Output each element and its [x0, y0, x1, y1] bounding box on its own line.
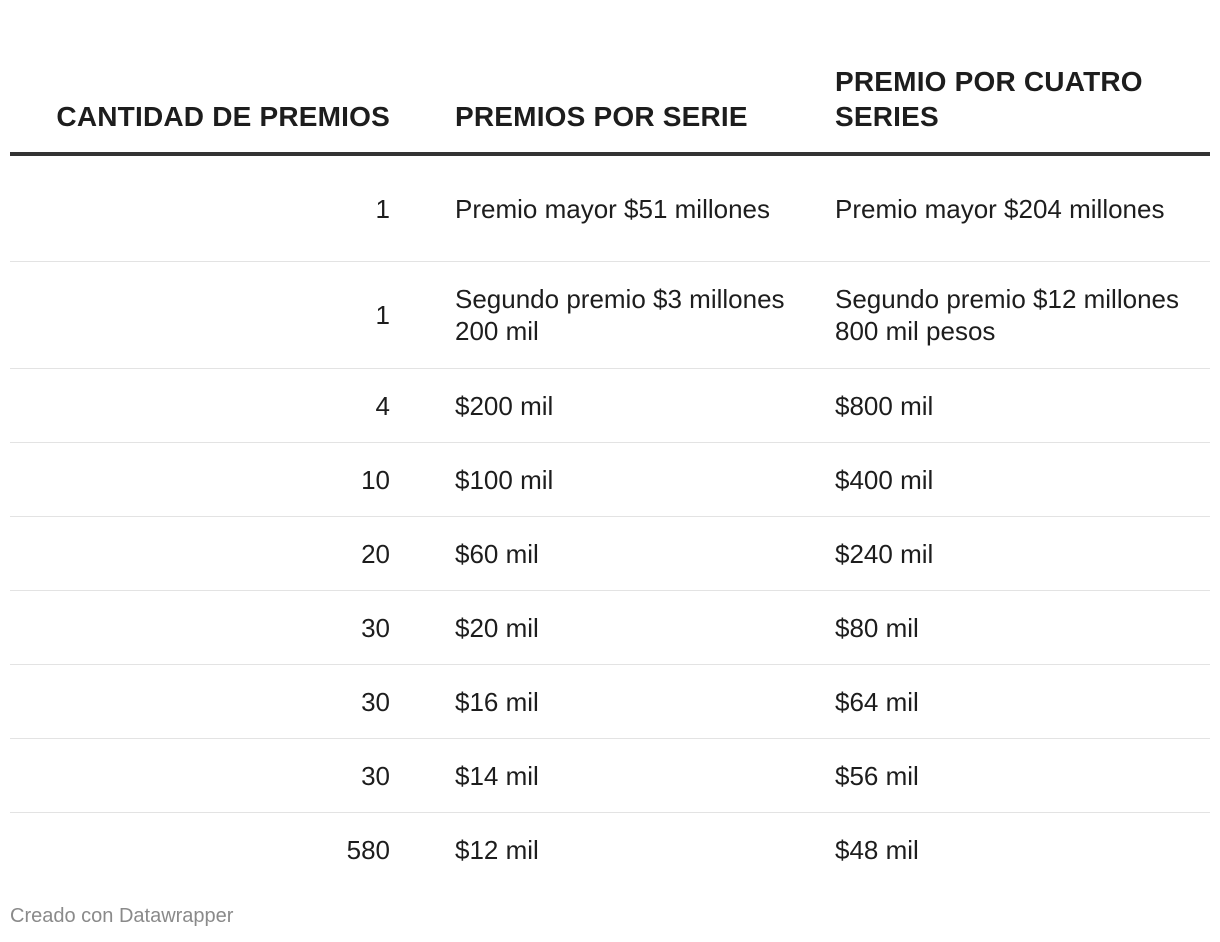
cell-cantidad: 30 — [10, 664, 390, 739]
cell-premio-cuatro-series: $400 mil — [835, 442, 1210, 517]
cell-cantidad: 1 — [10, 261, 390, 369]
prize-table: CANTIDAD DE PREMIOS PREMIOS POR SERIE PR… — [10, 0, 1210, 886]
cell-premio-serie: Segundo premio $3 millones 200 mil — [390, 261, 835, 369]
table-row: 4 $200 mil $800 mil — [10, 368, 1210, 443]
cell-premio-cuatro-series: $48 mil — [835, 834, 919, 865]
cell-cantidad: 10 — [10, 442, 390, 517]
cell-premio-serie: Premio mayor $51 millones — [390, 154, 835, 262]
cell-premio-serie: $20 mil — [390, 590, 835, 665]
cell-premio-cuatro-series: $800 mil — [835, 368, 1210, 443]
cell-premio-cuatro-series: $64 mil — [835, 664, 1210, 739]
column-header-premio-cuatro-series: PREMIO POR CUATRO SERIES — [835, 0, 1210, 156]
cell-premio-serie: $16 mil — [390, 664, 835, 739]
cell-premio-cuatro-series: $56 mil — [835, 738, 1210, 813]
table-row: 580 $12 mil $48 mil — [10, 813, 1210, 887]
cell-premio-cuatro-series: Segundo premio $12 millones 800 mil peso… — [835, 261, 1210, 369]
table-row: 1 Segundo premio $3 millones 200 mil Seg… — [10, 261, 1210, 369]
table-row: 10 $100 mil $400 mil — [10, 442, 1210, 517]
cell-cantidad: 30 — [10, 590, 390, 665]
table-header: CANTIDAD DE PREMIOS PREMIOS POR SERIE PR… — [10, 0, 1210, 156]
cell-cantidad: 30 — [10, 738, 390, 813]
cell-premio-cuatro-series: $80 mil — [835, 590, 1210, 665]
table-row: 30 $14 mil $56 mil — [10, 738, 1210, 813]
cell-cantidad: 20 — [10, 516, 390, 591]
cell-premio-serie: $100 mil — [390, 442, 835, 517]
cell-cantidad: 4 — [10, 368, 390, 443]
cell-premio-serie: $12 mil — [455, 834, 539, 865]
cell-cantidad: 580 — [346, 834, 390, 865]
cell-premio-cuatro-series: $240 mil — [835, 516, 1210, 591]
datawrapper-credit-link[interactable]: Creado con Datawrapper — [10, 905, 234, 927]
table-row: 30 $16 mil $64 mil — [10, 664, 1210, 739]
table-row: 1 Premio mayor $51 millones Premio mayor… — [10, 154, 1210, 262]
prize-table-container: CANTIDAD DE PREMIOS PREMIOS POR SERIE PR… — [10, 0, 1210, 886]
cell-cantidad: 1 — [10, 154, 390, 262]
cell-premio-serie: $60 mil — [390, 516, 835, 591]
cell-premio-serie: $14 mil — [390, 738, 835, 813]
table-row: 30 $20 mil $80 mil — [10, 590, 1210, 665]
cell-premio-cuatro-series: Premio mayor $204 millones — [835, 154, 1210, 262]
table-row: 20 $60 mil $240 mil — [10, 516, 1210, 591]
header-row: CANTIDAD DE PREMIOS PREMIOS POR SERIE PR… — [10, 0, 1210, 156]
column-header-premios-por-serie: PREMIOS POR SERIE — [390, 0, 835, 156]
cell-premio-serie: $200 mil — [390, 368, 835, 443]
table-body: 1 Premio mayor $51 millones Premio mayor… — [10, 154, 1210, 886]
column-header-cantidad: CANTIDAD DE PREMIOS — [10, 0, 390, 156]
